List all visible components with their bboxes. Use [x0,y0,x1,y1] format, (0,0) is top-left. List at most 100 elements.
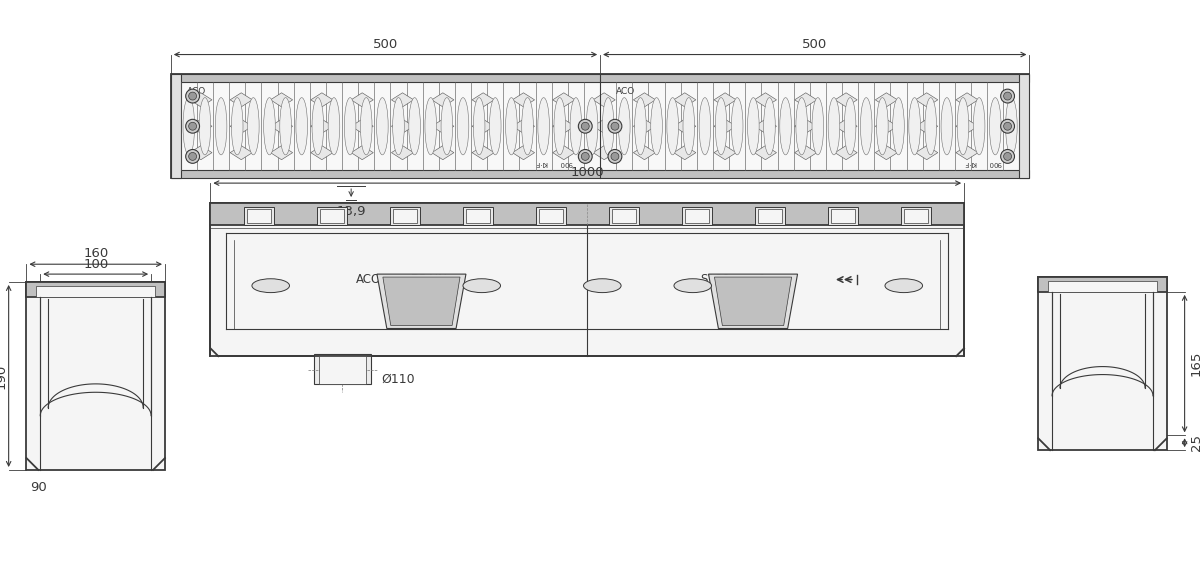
Polygon shape [593,119,616,133]
Polygon shape [230,119,252,133]
Ellipse shape [796,98,808,155]
Bar [758,209,781,223]
Bar [904,209,928,223]
Bar [320,209,343,223]
Polygon shape [553,146,575,160]
Ellipse shape [538,98,550,155]
Circle shape [1001,89,1014,103]
Polygon shape [714,146,736,160]
Circle shape [1001,119,1014,133]
Bar [210,203,964,225]
Polygon shape [634,119,655,133]
Text: ACO: ACO [187,87,206,96]
Ellipse shape [264,98,275,155]
Bar [1048,281,1157,292]
Ellipse shape [522,98,533,155]
Text: –1: –1 [754,273,767,286]
Ellipse shape [683,98,695,155]
Polygon shape [432,146,454,160]
Ellipse shape [973,98,985,155]
Ellipse shape [602,98,614,155]
Ellipse shape [618,98,630,155]
Text: 190: 190 [0,363,8,388]
Circle shape [1003,92,1012,100]
Bar [828,207,858,225]
Polygon shape [190,146,212,160]
Ellipse shape [667,98,678,155]
Ellipse shape [860,98,872,155]
Polygon shape [835,119,857,133]
Polygon shape [875,119,898,133]
Bar [466,209,490,223]
Bar [1038,277,1166,450]
Bar [244,207,274,225]
Polygon shape [391,119,414,133]
Circle shape [1003,153,1012,160]
Ellipse shape [215,98,227,155]
Polygon shape [673,119,696,133]
Polygon shape [352,93,373,107]
Polygon shape [875,93,898,107]
Text: 165: 165 [1189,351,1200,376]
Polygon shape [311,146,332,160]
Ellipse shape [377,98,388,155]
Bar [317,207,347,225]
Text: S100: S100 [701,273,730,286]
Ellipse shape [490,98,502,155]
Ellipse shape [908,98,920,155]
Ellipse shape [893,98,905,155]
Polygon shape [512,119,534,133]
Polygon shape [512,93,534,107]
Circle shape [608,150,622,163]
Ellipse shape [442,98,452,155]
Circle shape [1001,150,1014,163]
Text: 100: 100 [83,258,108,271]
Polygon shape [230,93,252,107]
Ellipse shape [473,98,485,155]
Ellipse shape [570,98,582,155]
Bar [536,207,565,225]
Text: 500: 500 [373,37,398,50]
Polygon shape [755,93,776,107]
Ellipse shape [958,98,968,155]
Polygon shape [673,146,696,160]
Ellipse shape [505,98,517,155]
Circle shape [581,122,589,130]
Ellipse shape [1006,98,1018,155]
Bar [539,209,563,223]
Polygon shape [835,93,857,107]
Ellipse shape [763,98,775,155]
Polygon shape [377,274,466,328]
Bar [318,356,366,384]
Ellipse shape [328,98,340,155]
Polygon shape [270,93,293,107]
Polygon shape [673,93,696,107]
Polygon shape [916,119,937,133]
Polygon shape [794,119,817,133]
Bar [1020,74,1030,178]
Bar [26,282,164,470]
Polygon shape [391,146,414,160]
Polygon shape [190,119,212,133]
Circle shape [188,92,197,100]
Polygon shape [714,93,736,107]
Bar [390,207,420,225]
Bar [608,207,638,225]
Text: 900: 900 [988,160,1002,166]
Polygon shape [311,93,332,107]
Ellipse shape [990,98,1001,155]
Polygon shape [956,119,978,133]
Ellipse shape [360,98,372,155]
Ellipse shape [252,279,289,293]
Ellipse shape [344,98,356,155]
Ellipse shape [587,98,598,155]
Ellipse shape [715,98,727,155]
Bar [682,207,712,225]
Ellipse shape [463,279,500,293]
Ellipse shape [425,98,437,155]
Bar [36,286,155,297]
Bar [170,74,1030,82]
Ellipse shape [583,279,622,293]
Polygon shape [916,93,937,107]
Text: 1000: 1000 [570,166,604,179]
